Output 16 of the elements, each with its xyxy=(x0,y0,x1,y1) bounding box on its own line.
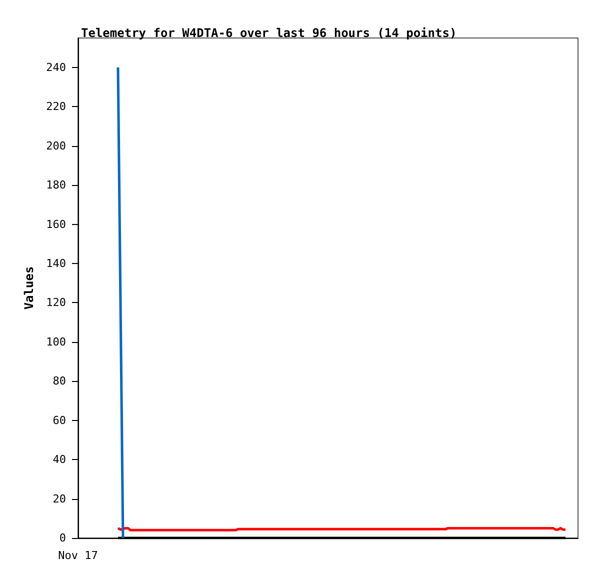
y-tick-label: 120 xyxy=(46,296,66,310)
y-tick-label: 40 xyxy=(52,453,66,466)
y-tick-label: 160 xyxy=(46,218,66,231)
y-tick-label: 180 xyxy=(46,178,66,192)
y-tick-label: 60 xyxy=(52,414,66,427)
x-tick-label: Nov 17 xyxy=(58,549,98,562)
y-tick-label: 220 xyxy=(46,100,66,114)
y-tick-label: 20 xyxy=(52,492,66,506)
chart-title: Telemetry for W4DTA-6 over last 96 hours (14 points) xyxy=(81,26,457,40)
y-tick-label: 0 xyxy=(59,532,66,544)
y-tick-label: 100 xyxy=(46,335,66,348)
y-tick-label: 200 xyxy=(46,139,66,152)
y-tick-label: 240 xyxy=(46,60,66,74)
y-axis-title: Values xyxy=(22,266,36,310)
y-tick-label: 140 xyxy=(46,256,66,270)
y-tick-label: 80 xyxy=(52,374,66,388)
